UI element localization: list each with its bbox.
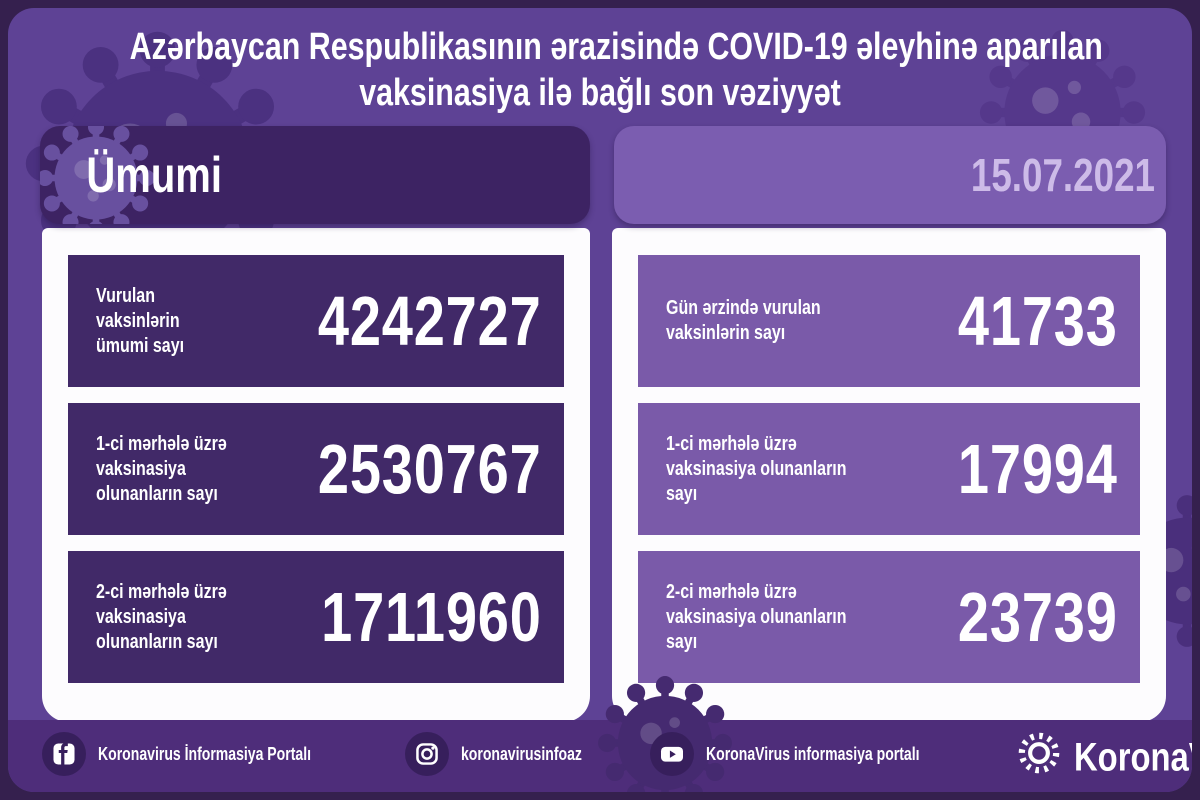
right-panel-header: 15.07.2021 (614, 126, 1166, 224)
infographic-canvas: Azərbaycan Respublikasının ərazisində CO… (8, 8, 1192, 792)
youtube-link[interactable]: KoronaVirus informasiya portalı (650, 732, 980, 776)
stat-value: 17994 (958, 430, 1118, 508)
stat-row: Gün ərzində vurulan vaksinlərin sayı 417… (638, 255, 1140, 387)
daily-panel: Gün ərzində vurulan vaksinlərin sayı 417… (612, 228, 1166, 722)
virus-logo-icon (1018, 732, 1060, 774)
instagram-label: koronavirusinfoaz (461, 743, 583, 764)
stat-value: 23739 (958, 578, 1118, 656)
left-panel-title: Ümumi (86, 147, 222, 203)
stat-row: Vurulan vaksinlərin ümumi sayı 4242727 (68, 255, 564, 387)
facebook-link[interactable]: Koronavirus İnformasiya Portalı (42, 732, 371, 776)
stat-label: 2-ci mərhələ üzrə vaksinasiya olunanları… (96, 580, 227, 653)
instagram-icon (405, 732, 450, 776)
stat-label: 1-ci mərhələ üzrə vaksinasiya olunanları… (666, 432, 847, 505)
stat-label: 1-ci mərhələ üzrə vaksinasiya olunanları… (96, 432, 227, 505)
stat-value: 4242727 (318, 282, 542, 360)
stat-row: 1-ci mərhələ üzrə vaksinasiya olunanları… (638, 403, 1140, 535)
youtube-icon (650, 732, 695, 776)
facebook-icon (42, 732, 86, 776)
stat-label: Gün ərzində vurulan vaksinlərin sayı (666, 297, 821, 344)
facebook-label: Koronavirus İnformasiya Portalı (98, 743, 312, 764)
stat-value: 41733 (958, 282, 1118, 360)
totals-panel: Vurulan vaksinlərin ümumi sayı 4242727 1… (42, 228, 590, 722)
stat-row: 2-ci mərhələ üzrə vaksinasiya olunanları… (68, 551, 564, 683)
stat-row: 1-ci mərhələ üzrə vaksinasiya olunanları… (68, 403, 564, 535)
page-title: Azərbaycan Respublikasının ərazisində CO… (8, 24, 1192, 116)
stat-value: 1711960 (321, 578, 542, 656)
instagram-link[interactable]: koronavirusinfoaz (405, 732, 616, 776)
left-panel-header: Ümumi (40, 126, 590, 224)
youtube-label: KoronaVirus informasiya portalı (706, 743, 920, 764)
report-date: 15.07.2021 (970, 149, 1155, 201)
stat-label: Vurulan vaksinlərin ümumi sayı (96, 284, 185, 357)
stat-row: 2-ci mərhələ üzrə vaksinasiya olunanları… (638, 551, 1140, 683)
stat-value: 2530767 (318, 430, 542, 508)
stat-label: 2-ci mərhələ üzrə vaksinasiya olunanları… (666, 580, 847, 653)
page-title-line: vaksinasiya ilə bağlı son vəziyyət (359, 72, 841, 114)
page-title-line: Azərbaycan Respublikasının ərazisində CO… (129, 26, 1103, 68)
footer-bar: Koronavirus İnformasiya Portalı koronavi… (8, 720, 1192, 792)
